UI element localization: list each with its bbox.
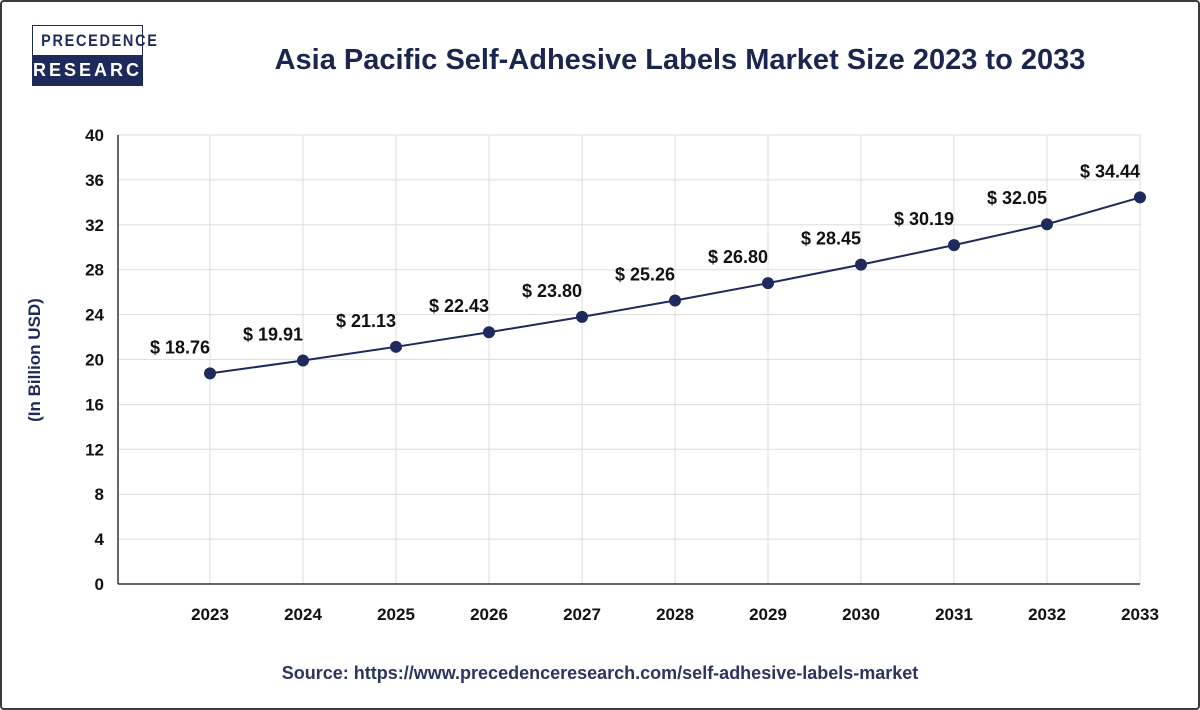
x-tick-label: 2029 [749,605,787,624]
data-point [762,277,774,290]
data-label: $ 30.19 [894,209,954,229]
x-tick-label: 2025 [377,605,415,624]
data-point [390,340,402,353]
x-tick-label: 2033 [1121,605,1159,624]
data-label: $ 32.05 [987,188,1047,208]
data-point [576,310,588,323]
source-text: Source: https://www.precedenceresearch.c… [281,663,919,683]
y-tick-label: 40 [85,126,104,145]
y-tick-label: 28 [85,261,104,280]
y-tick-label: 24 [85,306,104,325]
data-point [855,258,867,271]
data-label: $ 21.13 [336,311,396,331]
x-tick-label: 2031 [935,605,973,624]
data-label: $ 25.26 [615,264,675,284]
x-tick-label: 2028 [656,605,694,624]
data-label: $ 23.80 [522,281,582,301]
x-tick-label: 2023 [191,605,229,624]
y-axis-label: (In Billion USD) [25,298,44,422]
data-label: $ 28.45 [801,229,861,249]
logo-line2: RESEARCH [33,55,155,85]
y-tick-label: 8 [95,485,104,504]
x-tick-label: 2026 [470,605,508,624]
data-point [483,326,495,339]
data-label: $ 34.44 [1080,161,1140,181]
y-tick-label: 12 [85,440,104,459]
y-tick-label: 36 [85,171,104,190]
x-tick-label: 2030 [842,605,880,624]
data-point [1041,218,1053,231]
data-point [669,294,681,307]
data-point [297,354,309,367]
x-tick-label: 2024 [284,605,322,624]
data-label: $ 26.80 [708,247,768,267]
chart-title: Asia Pacific Self-Adhesive Labels Market… [274,44,1086,76]
y-tick-label: 20 [85,351,104,370]
y-tick-label: 4 [95,530,105,549]
logo-line1: PRECEDENCE [41,26,157,55]
data-label: $ 18.76 [150,337,210,357]
data-point [204,367,216,380]
data-label: $ 22.43 [429,296,489,316]
y-tick-label: 0 [95,575,104,594]
precedence-research-logo: PRECEDENCE RESEARCH [32,25,157,86]
data-point [1134,191,1146,204]
y-tick-label: 32 [85,216,104,235]
y-tick-label: 16 [85,395,104,414]
x-tick-label: 2027 [563,605,601,624]
data-point [948,239,960,252]
data-label: $ 19.91 [243,325,303,345]
x-tick-label: 2032 [1028,605,1066,624]
